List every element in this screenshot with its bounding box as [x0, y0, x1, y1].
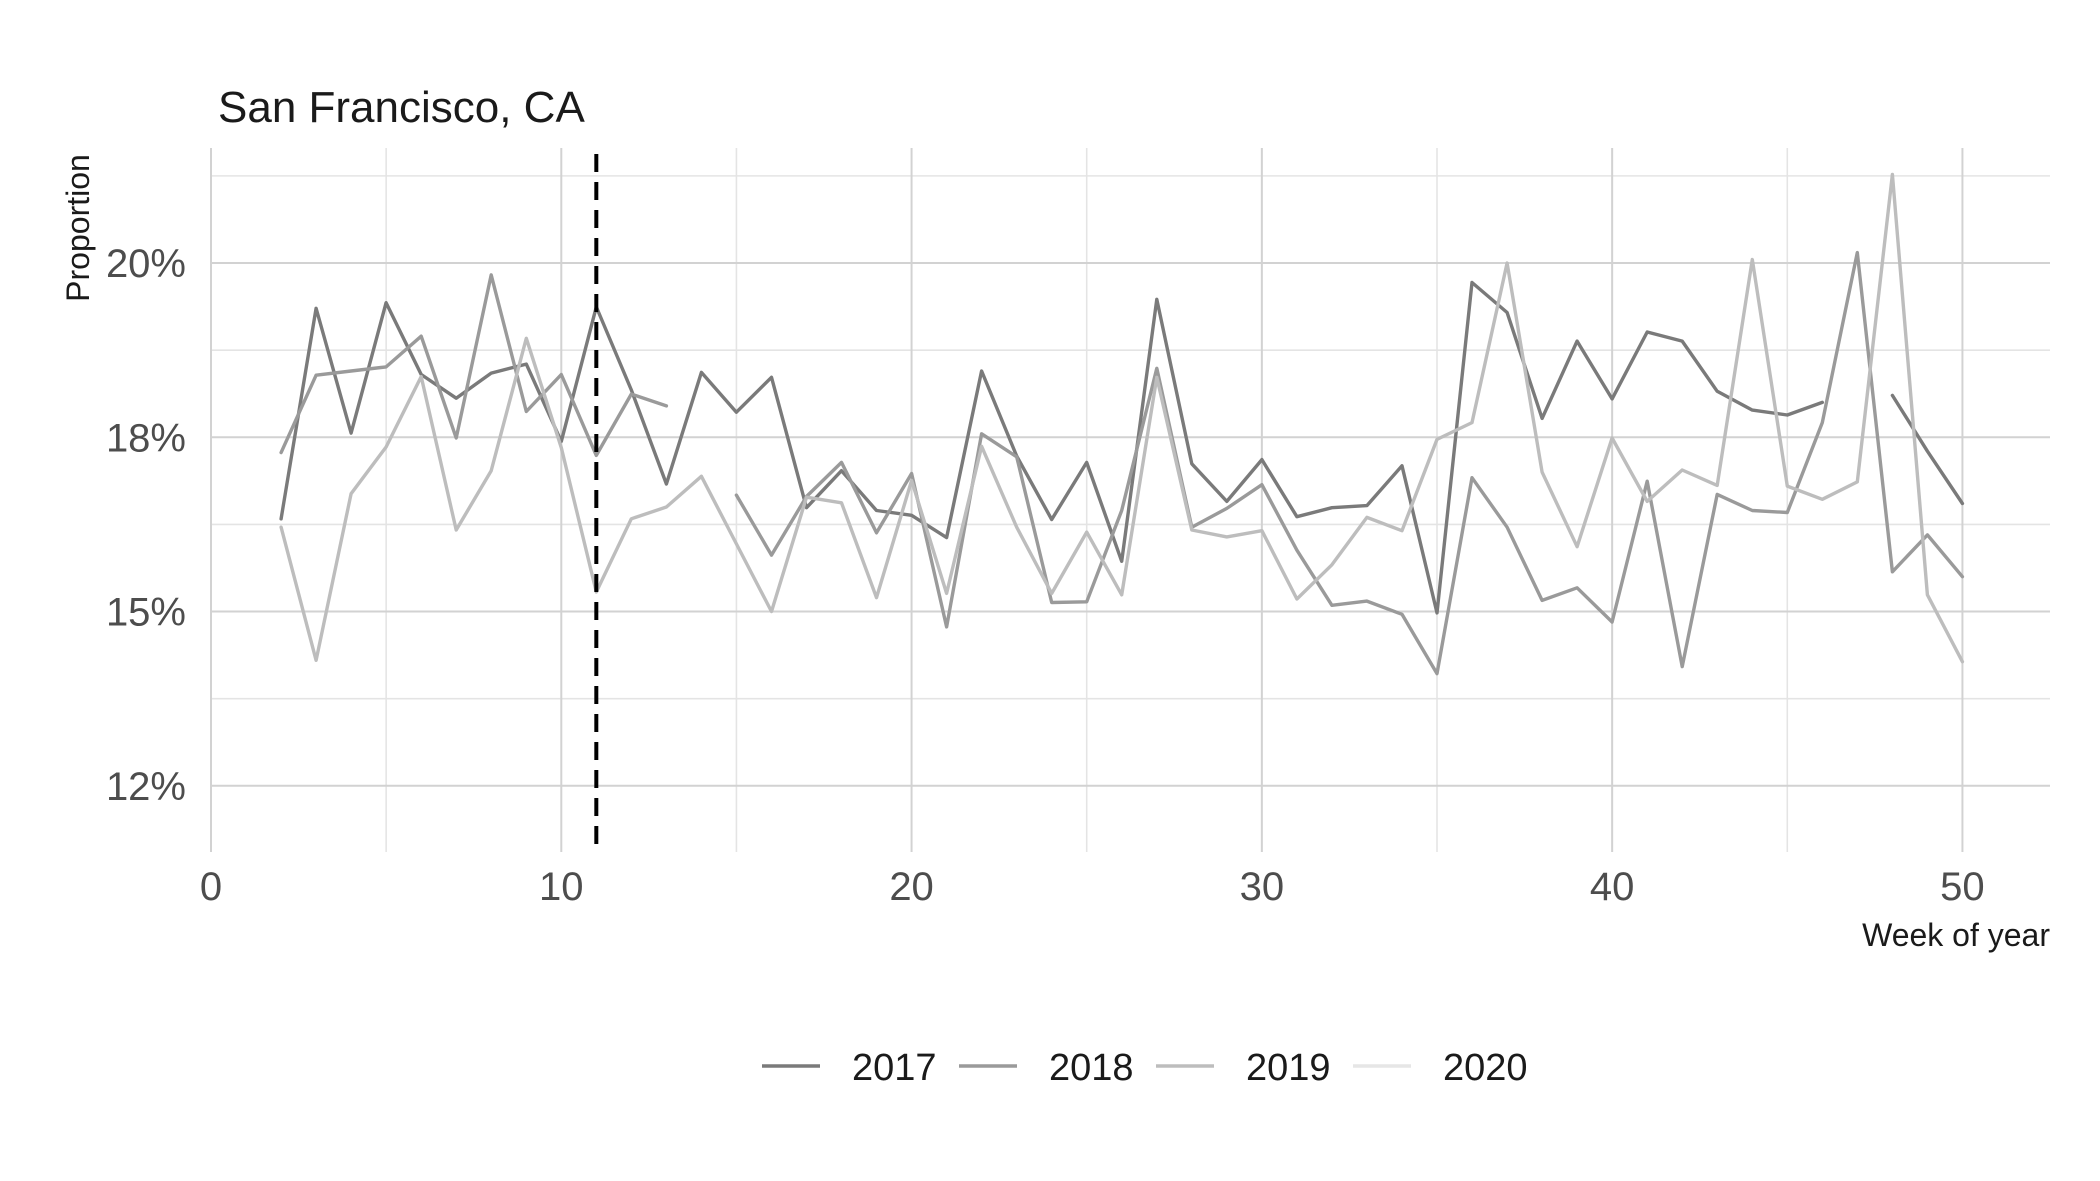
- legend-label-2019: 2019: [1246, 1047, 1331, 1089]
- x-tick-label: 0: [200, 865, 222, 909]
- y-tick-label: 20%: [106, 242, 186, 286]
- y-axis-title: Proportion: [60, 154, 96, 302]
- series-line-2017: [279, 280, 1824, 615]
- x-tick-labels: 0 10 20 30 40 50: [200, 865, 1985, 909]
- series-lines: [279, 172, 1965, 676]
- major-gridlines: [210, 148, 2050, 852]
- x-tick-label: 20: [889, 865, 934, 909]
- chart-title: San Francisco, CA: [218, 83, 585, 132]
- legend: 2017 2018 2019 2020: [762, 1047, 1528, 1089]
- series-line-2019: [279, 172, 1965, 664]
- series-line-2018: [734, 250, 1965, 676]
- x-tick-label: 40: [1590, 865, 1635, 909]
- legend-label-2020: 2020: [1443, 1047, 1528, 1089]
- legend-item-2018: 2018: [959, 1047, 1134, 1089]
- x-tick-label: 30: [1240, 865, 1285, 909]
- legend-item-2020: 2020: [1353, 1047, 1528, 1089]
- x-tick-label: 10: [539, 865, 584, 909]
- legend-label-2017: 2017: [852, 1047, 937, 1089]
- legend-label-2018: 2018: [1049, 1047, 1134, 1089]
- y-tick-label: 18%: [106, 416, 186, 460]
- series-line-2018: [279, 273, 669, 458]
- minor-gridlines: [211, 148, 2050, 852]
- legend-item-2017: 2017: [762, 1047, 937, 1089]
- x-axis-title: Week of year: [1862, 917, 2050, 953]
- y-tick-label: 12%: [106, 765, 186, 809]
- x-tick-label: 50: [1940, 865, 1985, 909]
- series-line-2017: [1890, 393, 1965, 506]
- y-tick-label: 15%: [106, 591, 186, 635]
- y-tick-labels: 12% 15% 18% 20%: [106, 242, 186, 809]
- legend-item-2019: 2019: [1156, 1047, 1331, 1089]
